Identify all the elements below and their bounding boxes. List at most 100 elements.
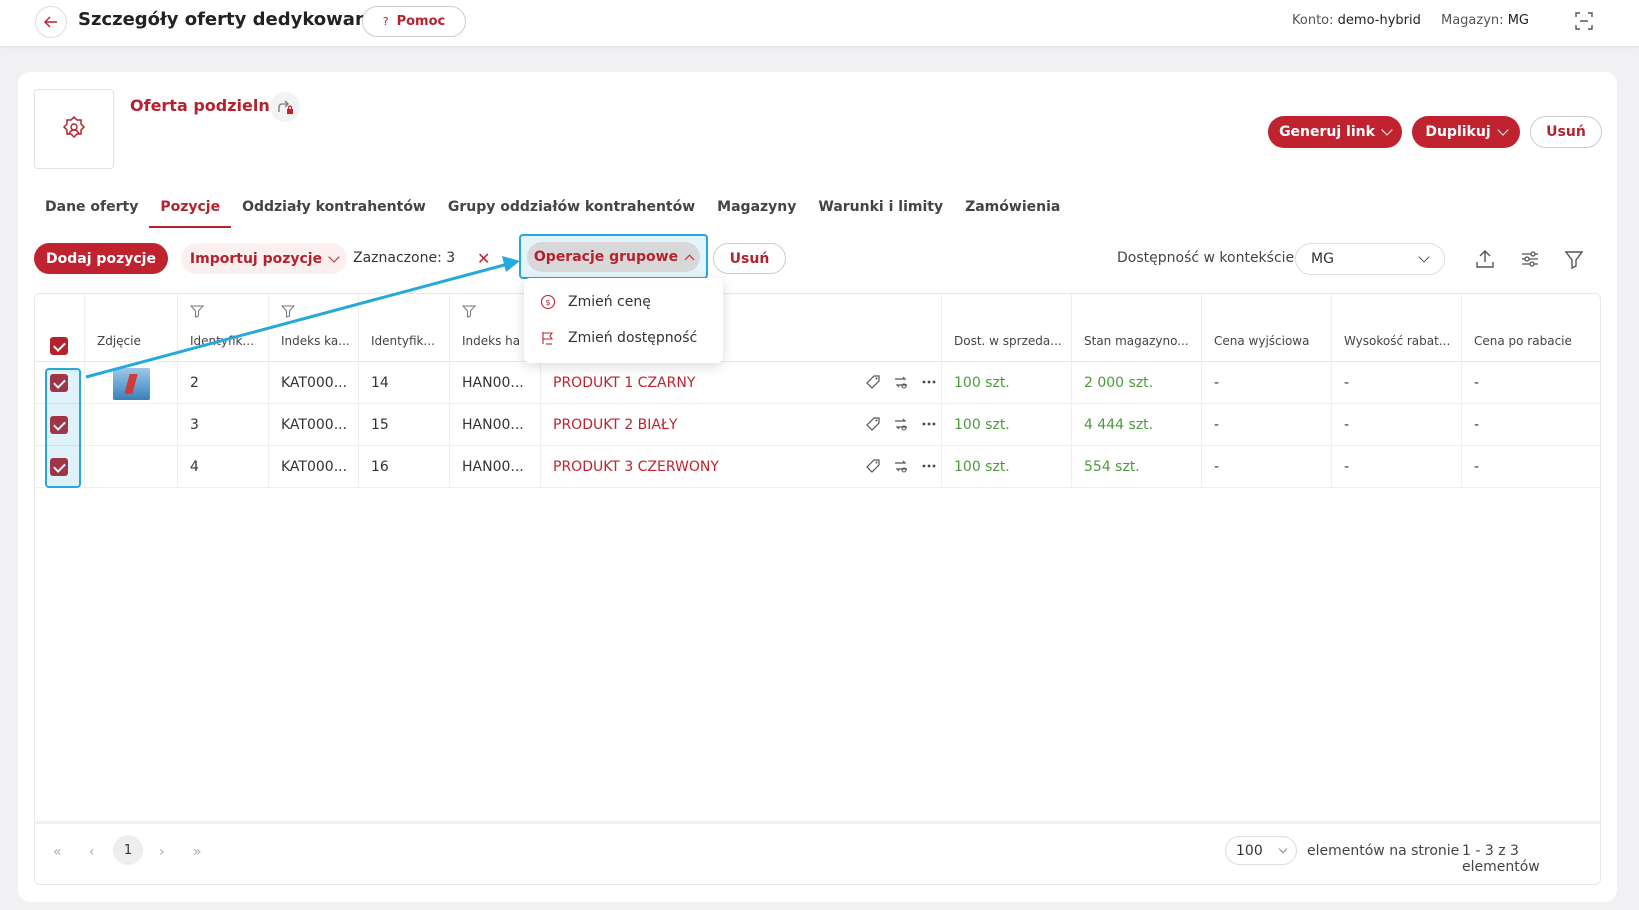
tab-branch-groups[interactable]: Grupy oddziałów kontrahentów	[447, 199, 696, 215]
chevron-down-icon	[1381, 124, 1393, 136]
filter-icon[interactable]	[462, 304, 476, 318]
menu-item-change-availability[interactable]: Zmień dostępność	[540, 325, 697, 351]
tab-conditions[interactable]: Warunki i limity	[818, 199, 944, 215]
transfer-icon[interactable]	[893, 374, 909, 390]
menu-item-label: Zmień dostępność	[568, 330, 698, 346]
select-cell	[35, 362, 85, 404]
chevron-down-icon	[328, 250, 340, 263]
tab-positions[interactable]: Pozycje	[149, 194, 231, 228]
availability-label: Dostępność w kontekście	[1117, 250, 1295, 266]
clear-selection-icon[interactable]: ✕	[477, 249, 491, 268]
trade-index-cell: HAN00...	[450, 404, 541, 446]
table-row[interactable]: 2 KAT000... 14 HAN00... PRODUKT 1 CZARNY…	[35, 362, 1600, 404]
current-page[interactable]: 1	[113, 835, 143, 865]
row-checkbox[interactable]	[50, 458, 68, 476]
fullscreen-icon[interactable]	[1574, 11, 1594, 31]
base-price-cell: -	[1202, 362, 1332, 404]
duplicate-button[interactable]: Duplikuj	[1412, 116, 1520, 148]
tab-orders[interactable]: Zamówienia	[965, 199, 1061, 215]
delete-selected-button[interactable]: Usuń	[713, 243, 786, 274]
header-name	[541, 294, 942, 361]
available-cell: 100 szt.	[942, 404, 1072, 446]
page-title: Szczegóły oferty dedykowanej	[78, 9, 387, 30]
tag-icon[interactable]	[865, 374, 881, 390]
table-row[interactable]: 4 KAT000... 16 HAN00... PRODUKT 3 CZERWO…	[35, 446, 1600, 488]
photo-cell	[85, 362, 178, 404]
stock-cell: 4 444 szt.	[1072, 404, 1202, 446]
id-cell: 4	[178, 446, 269, 488]
generate-link-label: Generuj link	[1279, 124, 1375, 140]
top-bar: Szczegóły oferty dedykowanej ? Pomoc Kon…	[0, 0, 1639, 46]
help-button[interactable]: ? Pomoc	[362, 6, 466, 37]
next-page-button[interactable]: ›	[159, 844, 165, 860]
help-label: Pomoc	[396, 14, 446, 29]
filter-icon[interactable]	[190, 304, 204, 318]
column-settings-icon[interactable]	[1519, 248, 1541, 270]
row-checkbox[interactable]	[50, 374, 68, 392]
final-price-cell: -	[1474, 417, 1480, 433]
import-positions-label: Importuj pozycje	[189, 250, 323, 267]
header-catalog-index: Indeks ka...	[269, 294, 359, 361]
export-icon[interactable]	[1474, 248, 1496, 270]
checkbox-highlight	[45, 368, 81, 488]
per-page-select[interactable]: 100	[1225, 836, 1297, 865]
tab-offer-data[interactable]: Dane oferty	[45, 199, 139, 215]
warehouse-label: Magazyn:	[1441, 13, 1504, 28]
offer-name: Oferta podzielna	[130, 96, 281, 115]
group-operations-highlight: Operacje grupowe	[519, 234, 708, 279]
tab-branches[interactable]: Oddziały kontrahentów	[242, 199, 426, 215]
last-page-button[interactable]: »	[193, 844, 202, 860]
first-page-button[interactable]: «	[53, 844, 62, 860]
product-name-cell[interactable]: PRODUKT 3 CZERWONY	[541, 446, 942, 488]
tag-icon[interactable]	[865, 458, 881, 474]
transfer-icon[interactable]	[893, 416, 909, 432]
account-value: demo-hybrid	[1337, 13, 1421, 28]
product-photo[interactable]	[113, 368, 150, 400]
share-lock-icon[interactable]	[270, 92, 300, 122]
header-available: Dost. w sprzeda...	[942, 294, 1072, 361]
product-name-cell[interactable]: PRODUKT 2 BIAŁY	[541, 404, 942, 446]
catalog-index-cell: KAT000...	[269, 446, 359, 488]
column-header-label: Identyfik...	[371, 334, 435, 348]
column-header-label: Indeks ha	[462, 334, 521, 348]
available-cell: 100 szt.	[942, 362, 1072, 404]
generate-link-button[interactable]: Generuj link	[1268, 116, 1402, 148]
transfer-icon[interactable]	[893, 458, 909, 474]
delete-offer-button[interactable]: Usuń	[1530, 116, 1602, 148]
positions-table: Zdjęcie Identyfik... Indeks ka... Identy…	[34, 293, 1601, 885]
photo-cell	[85, 404, 178, 446]
final-price-cell: -	[1474, 375, 1480, 391]
tab-warehouses[interactable]: Magazyny	[717, 199, 797, 215]
filter-icon[interactable]	[1563, 248, 1585, 270]
more-icon[interactable]	[921, 458, 937, 474]
group-operations-button[interactable]: Operacje grupowe	[527, 242, 700, 272]
select-all-checkbox[interactable]	[50, 337, 68, 355]
header-base-price: Cena wyjściowa	[1202, 294, 1332, 361]
header-identifier: Identyfik...	[178, 294, 269, 361]
more-icon[interactable]	[921, 374, 937, 390]
warehouse-value: MG	[1507, 13, 1529, 28]
filter-icon[interactable]	[281, 304, 295, 318]
select-cell	[35, 404, 85, 446]
duplicate-label: Duplikuj	[1425, 124, 1491, 140]
column-header-label: Wysokość rabat...	[1344, 334, 1451, 348]
prev-page-button[interactable]: ‹	[89, 844, 95, 860]
identifier-cell: 14	[359, 362, 450, 404]
product-name-cell[interactable]: PRODUKT 1 CZARNY	[541, 362, 942, 404]
badge-icon	[62, 115, 86, 139]
row-checkbox[interactable]	[50, 416, 68, 434]
back-button[interactable]	[35, 6, 67, 38]
chevron-down-icon	[1496, 124, 1509, 136]
column-header-label: Cena wyjściowa	[1214, 334, 1310, 348]
import-positions-button[interactable]: Importuj pozycje	[181, 243, 347, 274]
add-positions-button[interactable]: Dodaj pozycje	[34, 243, 168, 274]
header-photo: Zdjęcie	[85, 294, 178, 361]
header-select-all-cell	[35, 294, 85, 361]
menu-item-label: Zmień cenę	[568, 294, 651, 310]
warehouse-info: Magazyn: MG	[1441, 13, 1529, 28]
table-row[interactable]: 3 KAT000... 15 HAN00... PRODUKT 2 BIAŁY …	[35, 404, 1600, 446]
tag-icon[interactable]	[865, 416, 881, 432]
availability-select[interactable]: MG	[1295, 243, 1445, 275]
menu-item-change-price[interactable]: $ Zmień cenę	[540, 289, 651, 315]
more-icon[interactable]	[921, 416, 937, 432]
